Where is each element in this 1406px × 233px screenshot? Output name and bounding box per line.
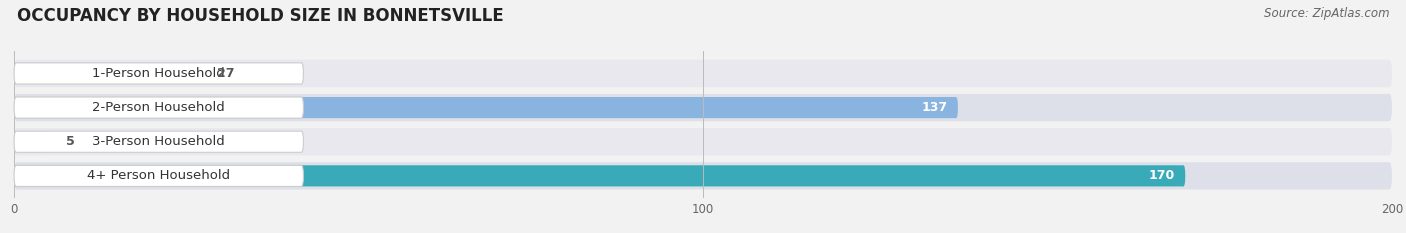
Text: 5: 5 (66, 135, 75, 148)
FancyBboxPatch shape (14, 165, 1185, 186)
FancyBboxPatch shape (14, 162, 1392, 189)
FancyBboxPatch shape (14, 131, 48, 152)
FancyBboxPatch shape (14, 63, 200, 84)
FancyBboxPatch shape (14, 131, 304, 152)
FancyBboxPatch shape (14, 97, 304, 118)
FancyBboxPatch shape (14, 97, 957, 118)
Text: 27: 27 (218, 67, 235, 80)
Text: 2-Person Household: 2-Person Household (93, 101, 225, 114)
FancyBboxPatch shape (14, 63, 304, 84)
FancyBboxPatch shape (14, 128, 1392, 155)
FancyBboxPatch shape (14, 60, 1392, 87)
Text: 4+ Person Household: 4+ Person Household (87, 169, 231, 182)
Text: 170: 170 (1149, 169, 1175, 182)
Text: Source: ZipAtlas.com: Source: ZipAtlas.com (1264, 7, 1389, 20)
FancyBboxPatch shape (14, 94, 1392, 121)
FancyBboxPatch shape (14, 165, 304, 186)
Text: OCCUPANCY BY HOUSEHOLD SIZE IN BONNETSVILLE: OCCUPANCY BY HOUSEHOLD SIZE IN BONNETSVI… (17, 7, 503, 25)
Text: 137: 137 (921, 101, 948, 114)
Text: 3-Person Household: 3-Person Household (93, 135, 225, 148)
Text: 1-Person Household: 1-Person Household (93, 67, 225, 80)
